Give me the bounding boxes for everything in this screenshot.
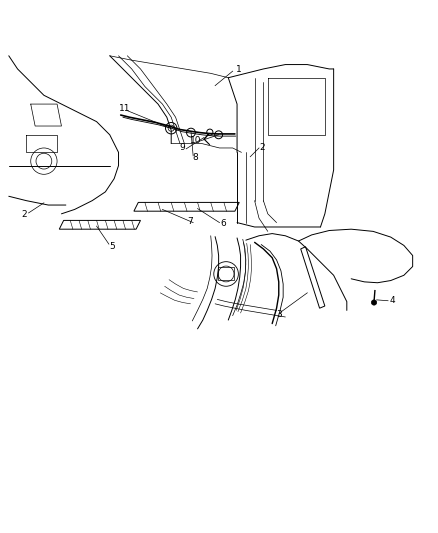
- Text: 5: 5: [109, 242, 115, 251]
- Text: 8: 8: [191, 153, 198, 162]
- Text: 2: 2: [21, 210, 27, 219]
- Text: 10: 10: [189, 135, 201, 144]
- Text: 1: 1: [236, 66, 242, 74]
- Circle shape: [371, 300, 376, 305]
- Text: 9: 9: [179, 143, 185, 152]
- Text: 6: 6: [219, 219, 226, 228]
- Text: 7: 7: [186, 217, 192, 226]
- Text: 3: 3: [275, 310, 281, 319]
- Text: 4: 4: [389, 296, 394, 305]
- Text: 2: 2: [259, 143, 265, 152]
- Text: 11: 11: [119, 104, 131, 113]
